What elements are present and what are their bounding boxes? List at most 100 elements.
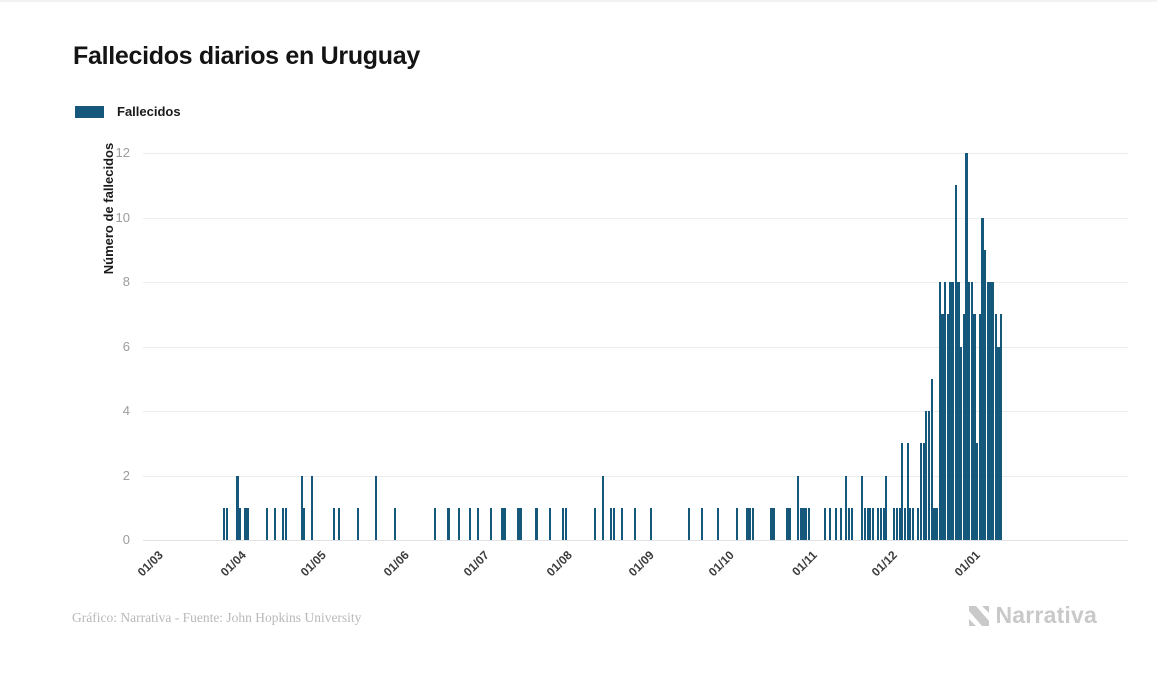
y-tick-label: 12 [115,145,130,160]
y-tick-label: 2 [122,467,130,483]
bar [882,507,885,540]
y-tick-label: 8 [122,274,130,289]
gridline-y0 [143,540,1128,541]
bar [895,507,899,540]
bar [799,507,802,540]
bar [941,314,944,540]
bar [332,507,335,540]
bar [535,507,538,540]
bar [770,507,773,540]
bar [986,282,989,540]
bar [500,507,503,540]
bar [236,475,239,540]
bar [516,507,519,540]
bar [490,507,493,540]
bar [935,507,939,540]
y-tick-label: 4 [122,403,130,418]
bar [789,507,792,540]
source-credit: Gráfico: Narrativa - Fuente: John Hopkin… [72,610,362,625]
bar [970,282,973,540]
bar [989,282,992,540]
bar [594,507,597,540]
bar [847,507,851,540]
bar [834,507,837,540]
bar [562,507,565,540]
bar [938,282,941,540]
bar [850,507,853,540]
x-tick-label: 01/07 [460,548,492,580]
bar [564,507,568,540]
bar [879,507,883,540]
bar [548,507,552,540]
bar [805,507,808,540]
bar [311,475,314,540]
narrativa-logo-text: Narrativa [995,602,1097,628]
bar [701,507,704,540]
y-tick-label: 6 [122,338,130,354]
bar [919,443,923,540]
bar [807,507,811,540]
bar [602,475,605,540]
bar [634,507,637,540]
bar [861,475,864,540]
bar [393,507,397,540]
bar [797,475,800,540]
bar [877,507,880,540]
bar [610,507,613,540]
bar [866,507,869,540]
bar [997,346,1000,540]
top-edge-artifact [0,0,1157,2]
legend: Fallecidos [75,104,181,119]
bar [284,507,287,540]
bar [922,443,925,540]
x-tick-label: 01/03 [134,548,166,580]
gridline-y12 [143,153,1128,154]
bar [225,507,228,540]
bar [903,507,907,540]
bar [981,217,984,540]
bar [650,507,653,540]
bar [265,507,268,540]
gridline-y10 [143,217,1128,219]
y-tick-label: 0 [122,532,130,547]
bar [468,507,471,540]
bar [823,507,827,540]
bar [1000,314,1003,540]
bar [909,507,912,540]
x-tick-label: 01/04 [217,548,249,580]
bar [933,507,936,540]
bar [901,443,904,540]
bar [458,507,461,540]
bar [965,153,968,540]
x-tick-label: 01/09 [626,548,658,580]
bar [244,507,247,540]
x-tick-label: 01/06 [380,548,412,580]
x-tick-label: 01/01 [951,548,983,580]
x-tick-label: 01/05 [297,548,329,580]
bar [802,507,805,540]
y-tick-label: 10 [115,209,130,225]
bar [968,282,971,540]
gridline-y2 [143,475,1128,477]
bar [962,314,965,540]
narrativa-logo-icon [969,605,990,626]
x-tick-label: 01/10 [706,548,738,580]
bar [223,507,226,540]
bar [984,249,987,540]
bar [829,507,832,540]
bar [911,507,915,540]
bar [356,507,359,540]
bar [300,475,303,540]
bar [773,507,776,540]
bar [845,475,848,540]
bar [434,507,437,540]
bar [503,507,506,540]
bar [746,507,749,540]
bar [954,185,957,540]
x-tick-label: 01/11 [789,548,821,579]
bar [687,507,690,540]
bar [925,411,928,540]
bar [930,378,933,540]
bar [957,282,960,540]
bar [992,282,995,540]
